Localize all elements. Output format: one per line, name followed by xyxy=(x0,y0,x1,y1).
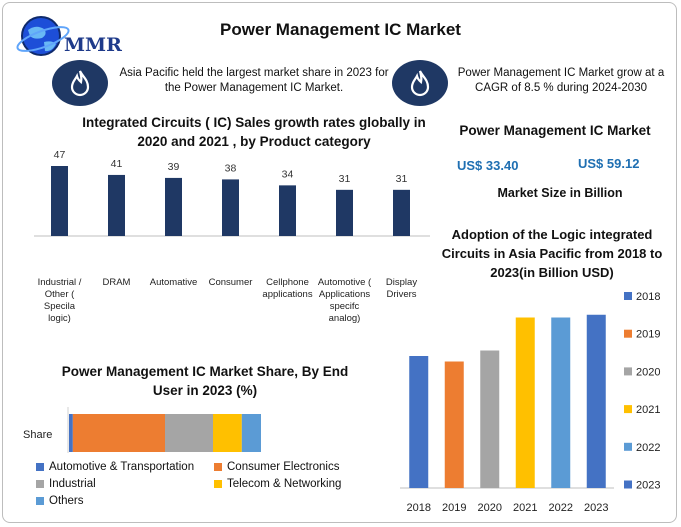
tick-label: 2022 xyxy=(549,502,573,514)
tick-label: Industrial / Other (Specila logic) xyxy=(38,277,82,324)
stacked-segment xyxy=(213,414,242,452)
chart1-title: Integrated Circuits ( IC) Sales growth r… xyxy=(82,115,426,149)
data-label: 31 xyxy=(396,173,408,185)
legend-item: Automotive & Transportation xyxy=(36,461,194,473)
tick-label: Automotive (Applications specifc analog) xyxy=(318,277,372,324)
category-label: Share xyxy=(23,429,52,441)
logo-text: MMR xyxy=(64,34,122,56)
data-label: 34 xyxy=(282,168,294,180)
bar xyxy=(480,350,500,488)
kpi-title: Power Management IC Market xyxy=(459,123,651,138)
bar xyxy=(393,189,410,236)
legend-swatch xyxy=(624,480,632,489)
bar xyxy=(222,179,239,236)
bar xyxy=(515,317,535,488)
kpi-value-2023: US$ 33.40 xyxy=(457,158,519,173)
legend-swatch xyxy=(624,292,632,300)
legend-swatch xyxy=(624,367,632,376)
bar xyxy=(444,361,464,488)
bar xyxy=(551,317,571,488)
page-frame xyxy=(2,2,677,523)
bar xyxy=(409,356,429,488)
legend-swatch xyxy=(214,480,222,488)
tick-label: Cellphone applications xyxy=(262,277,312,300)
market-share-stacked-bar: Share xyxy=(23,407,261,453)
legend-item: Industrial xyxy=(36,478,96,490)
tick-label: 2018 xyxy=(407,502,431,514)
stacked-segment xyxy=(165,414,213,452)
legend-swatch xyxy=(36,480,44,488)
bar xyxy=(51,166,68,236)
legend-swatch xyxy=(36,497,44,505)
tick-label: DRAM xyxy=(103,277,131,288)
tick-label: 2020 xyxy=(478,502,502,514)
data-label: 31 xyxy=(339,173,351,185)
bar xyxy=(336,189,353,236)
tick-label: Display Drivers xyxy=(386,277,417,300)
flame-icon xyxy=(392,60,448,106)
legend-label: Industrial xyxy=(49,478,96,490)
flame-icon xyxy=(52,60,108,106)
page-title: Power Management IC Market xyxy=(220,20,461,39)
globe-logo-icon xyxy=(16,16,70,56)
legend-swatch xyxy=(624,329,632,338)
chart3-title: Power Management IC Market Share, By End… xyxy=(61,364,349,398)
highlight-text-1: Asia Pacific held the largest market sha… xyxy=(119,67,389,94)
tick-label: Automative xyxy=(150,277,198,288)
stacked-segment xyxy=(241,414,261,452)
tick-label: 2019 xyxy=(442,502,466,514)
logic-ic-adoption-bar-chart: 2018 2019 2020 2021 2022 2023 2018 2019 2020 2021… xyxy=(400,291,660,514)
data-label: 41 xyxy=(111,158,123,170)
legend-label: 2018 xyxy=(636,291,660,303)
bar xyxy=(165,177,182,236)
bar xyxy=(279,185,296,236)
ic-sales-bar-chart: 47 Industrial / Other (Specila logic) 41 DRAM… xyxy=(34,149,430,324)
data-label: 47 xyxy=(54,149,66,161)
legend-item: Telecom & Networking xyxy=(214,478,341,490)
legend-swatch xyxy=(214,463,222,471)
chart2-title: Adoption of the Logic integrated Circuit… xyxy=(441,227,663,280)
kpi-value-2030: US$ 59.12 xyxy=(578,156,640,171)
legend-label: Others xyxy=(49,495,84,507)
data-label: 39 xyxy=(168,161,180,173)
kpi-caption: Market Size in Billion xyxy=(497,186,623,200)
legend-label: Telecom & Networking xyxy=(227,478,342,490)
legend-label: 2023 xyxy=(636,480,660,492)
legend-label: Consumer Electronics xyxy=(227,461,340,473)
tick-label: Consumer xyxy=(209,277,253,288)
legend-label: 2022 xyxy=(636,442,660,454)
stacked-segment xyxy=(69,414,73,452)
tick-label: 2023 xyxy=(584,502,608,514)
data-label: 38 xyxy=(225,162,237,174)
legend-label: 2021 xyxy=(636,404,660,416)
legend-label: 2020 xyxy=(636,366,660,378)
legend-label: Automotive & Transportation xyxy=(49,461,195,473)
tick-label: 2021 xyxy=(513,502,537,514)
legend-swatch xyxy=(36,463,44,471)
bar xyxy=(586,314,606,488)
highlight-text-2: Power Management IC Market grow at a CAG… xyxy=(457,67,665,94)
legend-item: Consumer Electronics xyxy=(214,461,339,473)
legend-item: Others xyxy=(36,495,84,507)
legend-swatch xyxy=(624,442,632,451)
bar xyxy=(108,174,125,236)
stacked-segment xyxy=(72,414,165,452)
legend-label: 2019 xyxy=(636,329,660,341)
legend-swatch xyxy=(624,405,632,414)
